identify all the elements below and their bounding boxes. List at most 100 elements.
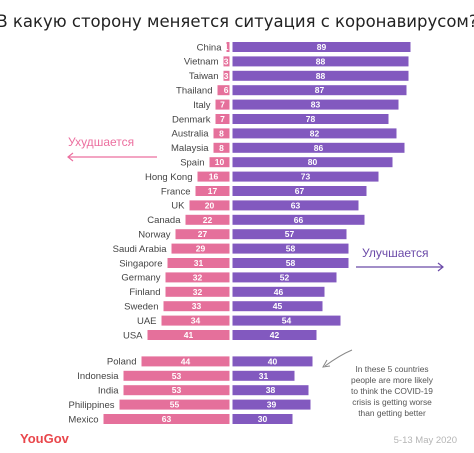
bar-better-uae bbox=[232, 315, 341, 326]
bar-worse-uae bbox=[161, 315, 230, 326]
value-better-denmark: 78 bbox=[306, 114, 316, 124]
bar-better-taiwan bbox=[232, 70, 409, 81]
value-better-mexico: 30 bbox=[258, 414, 268, 424]
country-label-australia: Australia bbox=[172, 129, 210, 140]
annotation-arrow-head-icon bbox=[322, 359, 331, 368]
value-better-usa: 42 bbox=[270, 330, 280, 340]
bar-better-indonesia bbox=[232, 370, 295, 381]
bar-worse-poland bbox=[141, 356, 230, 367]
country-label-philippines: Philippines bbox=[69, 400, 115, 411]
bar-better-usa bbox=[232, 330, 317, 340]
value-worse-sweden: 33 bbox=[192, 301, 202, 311]
better-arrow-head-icon bbox=[437, 262, 444, 272]
value-better-canada: 66 bbox=[294, 215, 304, 225]
value-better-germany: 52 bbox=[280, 272, 290, 282]
bar-worse-hong-kong bbox=[197, 171, 230, 182]
country-label-sweden: Sweden bbox=[124, 302, 158, 313]
bar-better-uk bbox=[232, 200, 359, 211]
value-worse-australia: 8 bbox=[219, 128, 224, 138]
bar-better-singapore bbox=[232, 258, 349, 268]
country-label-italy: Italy bbox=[193, 100, 211, 111]
country-label-india: India bbox=[98, 386, 119, 397]
country-label-singapore: Singapore bbox=[119, 258, 162, 269]
value-better-finland: 46 bbox=[274, 287, 284, 297]
bar-better-thailand bbox=[232, 85, 407, 96]
survey-date: 5-13 May 2020 bbox=[394, 435, 457, 446]
country-label-mexico: Mexico bbox=[68, 414, 98, 425]
country-label-malaysia: Malaysia bbox=[171, 143, 209, 154]
bar-better-china bbox=[232, 42, 411, 52]
yougov-logo: YouGov bbox=[20, 431, 70, 446]
worse-direction-label: Ухудшается bbox=[67, 135, 157, 162]
bar-better-canada bbox=[232, 214, 365, 225]
value-better-sweden: 45 bbox=[273, 301, 283, 311]
value-better-italy: 83 bbox=[311, 100, 321, 110]
value-better-indonesia: 31 bbox=[259, 371, 269, 381]
value-better-vietnam: 88 bbox=[316, 56, 326, 66]
bar-worse-spain bbox=[209, 157, 230, 168]
annotation-line-4: crisis is getting worse bbox=[352, 397, 432, 407]
value-worse-uae: 34 bbox=[191, 316, 201, 326]
country-label-saudi-arabia: Saudi Arabia bbox=[113, 244, 168, 255]
bar-better-finland bbox=[232, 286, 325, 297]
country-label-usa: USA bbox=[123, 330, 143, 341]
value-worse-china: 1 bbox=[224, 42, 229, 52]
country-label-taiwan: Taiwan bbox=[189, 71, 219, 82]
value-worse-canada: 22 bbox=[203, 215, 213, 225]
bar-worse-saudi-arabia bbox=[171, 243, 230, 254]
bar-worse-mexico bbox=[103, 414, 230, 424]
value-worse-poland: 44 bbox=[181, 356, 191, 366]
country-label-france: France bbox=[161, 186, 191, 197]
country-label-finland: Finland bbox=[129, 287, 160, 298]
bar-worse-malaysia bbox=[213, 142, 230, 153]
better-label: Улучшается bbox=[362, 246, 429, 260]
value-worse-usa: 41 bbox=[184, 330, 194, 340]
value-better-philippines: 39 bbox=[267, 400, 277, 410]
bar-better-malaysia bbox=[232, 142, 405, 153]
bar-worse-italy bbox=[215, 99, 230, 110]
value-worse-malaysia: 8 bbox=[219, 143, 224, 153]
country-label-denmark: Denmark bbox=[172, 114, 211, 125]
value-worse-uk: 20 bbox=[205, 200, 215, 210]
annotation-line-1: In these 5 countries bbox=[355, 364, 428, 374]
chart-title: В какую сторону меняется ситуация с коро… bbox=[0, 12, 474, 31]
value-better-norway: 57 bbox=[285, 229, 295, 239]
country-label-thailand: Thailand bbox=[176, 86, 212, 97]
value-worse-denmark: 7 bbox=[220, 114, 225, 124]
country-label-china: China bbox=[197, 42, 223, 53]
value-better-australia: 82 bbox=[310, 128, 320, 138]
value-worse-taiwan: 3 bbox=[224, 71, 229, 81]
value-better-taiwan: 88 bbox=[316, 71, 326, 81]
annotation-line-5: than getting better bbox=[358, 408, 426, 418]
value-better-india: 38 bbox=[266, 385, 276, 395]
country-label-hong-kong: Hong Kong bbox=[145, 172, 193, 183]
value-worse-indonesia: 53 bbox=[172, 371, 182, 381]
bar-worse-vietnam bbox=[223, 56, 230, 67]
bar-worse-denmark bbox=[215, 114, 230, 124]
country-label-norway: Norway bbox=[138, 230, 170, 241]
worse-arrow-head-icon bbox=[67, 152, 74, 162]
country-label-uae: UAE bbox=[137, 316, 157, 327]
bar-worse-norway bbox=[175, 229, 230, 240]
better-direction-label: Улучшается bbox=[356, 246, 444, 272]
worse-label: Ухудшается bbox=[68, 135, 134, 149]
bar-better-australia bbox=[232, 128, 397, 139]
value-better-saudi-arabia: 58 bbox=[286, 244, 296, 254]
bar-better-saudi-arabia bbox=[232, 243, 349, 254]
bar-worse-singapore bbox=[167, 258, 230, 268]
value-worse-norway: 27 bbox=[198, 229, 208, 239]
bar-better-vietnam bbox=[232, 56, 409, 67]
value-worse-india: 53 bbox=[172, 385, 182, 395]
annotation-pointer bbox=[324, 349, 353, 367]
bar-better-philippines bbox=[232, 399, 311, 410]
value-better-poland: 40 bbox=[268, 356, 278, 366]
bar-worse-thailand bbox=[217, 85, 230, 96]
country-label-uk: UK bbox=[171, 201, 185, 212]
value-worse-hong-kong: 16 bbox=[209, 172, 219, 182]
country-label-canada: Canada bbox=[147, 215, 181, 226]
value-worse-germany: 32 bbox=[193, 272, 203, 282]
value-worse-singapore: 31 bbox=[194, 258, 204, 268]
bar-better-hong-kong bbox=[232, 171, 379, 182]
